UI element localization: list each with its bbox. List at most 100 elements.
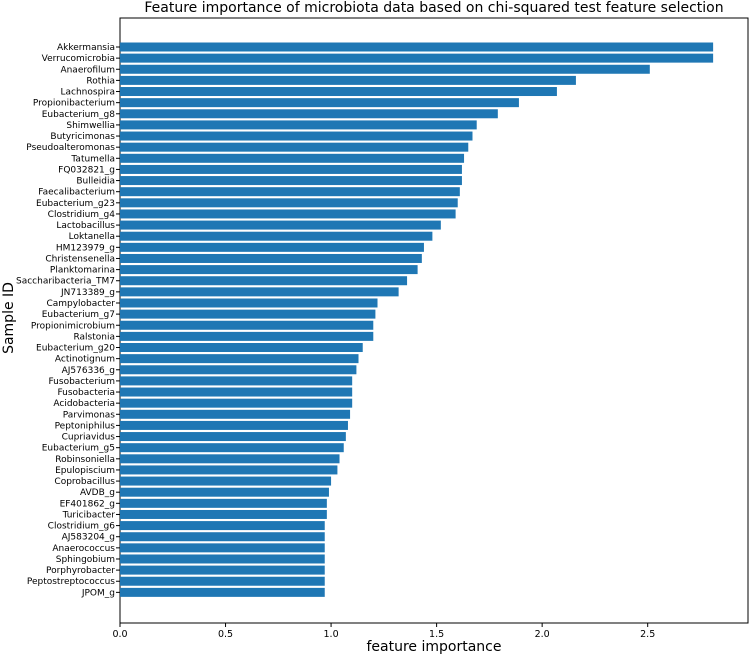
- category-label: AJ583204_g: [62, 533, 115, 543]
- category-label: Sphingobium: [56, 555, 115, 565]
- category-label: Peptoniphilus: [55, 421, 116, 431]
- category-label: Butyricimonas: [50, 132, 115, 142]
- bar: [120, 298, 378, 308]
- category-label: Christensenella: [45, 254, 115, 264]
- x-tick-label: 2.5: [640, 629, 655, 640]
- bar: [120, 131, 473, 141]
- bar: [120, 365, 357, 375]
- category-label: Akkermansia: [57, 43, 115, 53]
- x-tick-label: 1.5: [429, 629, 444, 640]
- category-label: Fusobacterium: [49, 377, 116, 387]
- category-label: Lachnospira: [60, 88, 115, 98]
- category-label: Campylobacter: [46, 299, 115, 309]
- bar: [120, 409, 351, 419]
- bar: [120, 387, 353, 397]
- category-label: HM123979_g: [56, 243, 115, 253]
- category-label: Clostridium_g6: [48, 522, 116, 532]
- category-label: Ralstonia: [73, 332, 115, 342]
- bar: [120, 42, 714, 52]
- bar: [120, 354, 359, 364]
- category-label: Eubacterium_g20: [36, 344, 115, 354]
- bar: [120, 454, 340, 464]
- y-axis-label: Sample ID: [1, 282, 17, 354]
- bar: [120, 465, 338, 475]
- bar: [120, 64, 650, 74]
- bar: [120, 543, 325, 553]
- plot-area: AkkermansiaVerrucomicrobiaAnaerofilumRot…: [16, 17, 749, 640]
- bar: [120, 331, 374, 341]
- category-label: Eubacterium_g23: [36, 199, 115, 209]
- category-label: Tatumella: [70, 154, 115, 164]
- category-label: Propionimicrobium: [31, 321, 115, 331]
- category-label: Pseudoalteromonas: [26, 143, 115, 153]
- category-label: Saccharibacteria_TM7: [16, 277, 115, 287]
- plot-frame: [119, 17, 749, 624]
- bar: [120, 487, 329, 497]
- category-label: Anaerococcus: [52, 544, 115, 554]
- bar: [120, 276, 408, 286]
- bar: [120, 320, 374, 330]
- category-label: Clostridium_g4: [48, 210, 116, 220]
- category-label: Parvimonas: [63, 410, 116, 420]
- category-label: Coprobacillus: [54, 477, 115, 487]
- bar: [120, 231, 433, 241]
- bar: [120, 532, 325, 542]
- bar: [120, 587, 325, 597]
- bar: [120, 398, 353, 408]
- category-label: JN713389_g: [60, 288, 115, 298]
- category-label: Anaerofilum: [60, 65, 115, 75]
- category-label: Shimwellia: [66, 121, 115, 131]
- category-label: Loktanella: [69, 232, 115, 242]
- x-tick-label: 0.0: [112, 629, 127, 640]
- bar: [120, 343, 363, 353]
- bar: [120, 432, 346, 442]
- bar: [120, 164, 462, 174]
- bar: [120, 187, 460, 197]
- bar: [120, 153, 465, 163]
- category-label: Turicibacter: [62, 510, 116, 520]
- x-tick-label: 1.0: [324, 629, 339, 640]
- category-label: FQ032821_g: [58, 165, 115, 175]
- bar: [120, 476, 332, 486]
- bar: [120, 443, 344, 453]
- category-label: Lactobacillus: [56, 221, 115, 231]
- bar: [120, 253, 422, 263]
- bar: [120, 420, 348, 430]
- category-label: Planktomarina: [50, 266, 115, 276]
- bar: [120, 242, 424, 252]
- bar: [120, 209, 456, 219]
- bar: [120, 576, 325, 586]
- category-label: AJ576336_g: [62, 366, 115, 376]
- category-label: AVDB_g: [80, 488, 115, 498]
- x-tick-label: 2.0: [535, 629, 550, 640]
- category-label: Faecalibacterium: [38, 188, 115, 198]
- bar: [120, 309, 376, 319]
- bar: [120, 109, 498, 119]
- category-label: EF401862_g: [60, 499, 115, 509]
- category-label: Verrucomicrobia: [42, 54, 115, 64]
- bar: [120, 75, 576, 85]
- category-label: Eubacterium_g8: [42, 110, 116, 120]
- category-label: Rothia: [86, 76, 115, 86]
- category-label: Epulopiscium: [55, 466, 115, 476]
- category-label: Propionibacterium: [33, 99, 115, 109]
- bar: [120, 220, 441, 230]
- bar: [120, 98, 519, 108]
- bar: [120, 287, 399, 297]
- category-label: Bulleidia: [76, 177, 115, 187]
- bar: [120, 554, 325, 564]
- bar: [120, 87, 557, 97]
- category-label: Robinsoniella: [55, 455, 115, 465]
- category-label: Porphyrobacter: [46, 566, 115, 576]
- bar: [120, 53, 714, 63]
- category-label: Cupriavidus: [62, 433, 116, 443]
- bar: [120, 265, 418, 275]
- category-label: Eubacterium_g5: [42, 444, 115, 454]
- bar: [120, 498, 327, 508]
- category-label: Acidobacteria: [53, 399, 115, 409]
- bar: [120, 142, 469, 152]
- bar: [120, 198, 458, 208]
- bar: [120, 376, 353, 386]
- x-axis-label: feature importance: [367, 639, 502, 655]
